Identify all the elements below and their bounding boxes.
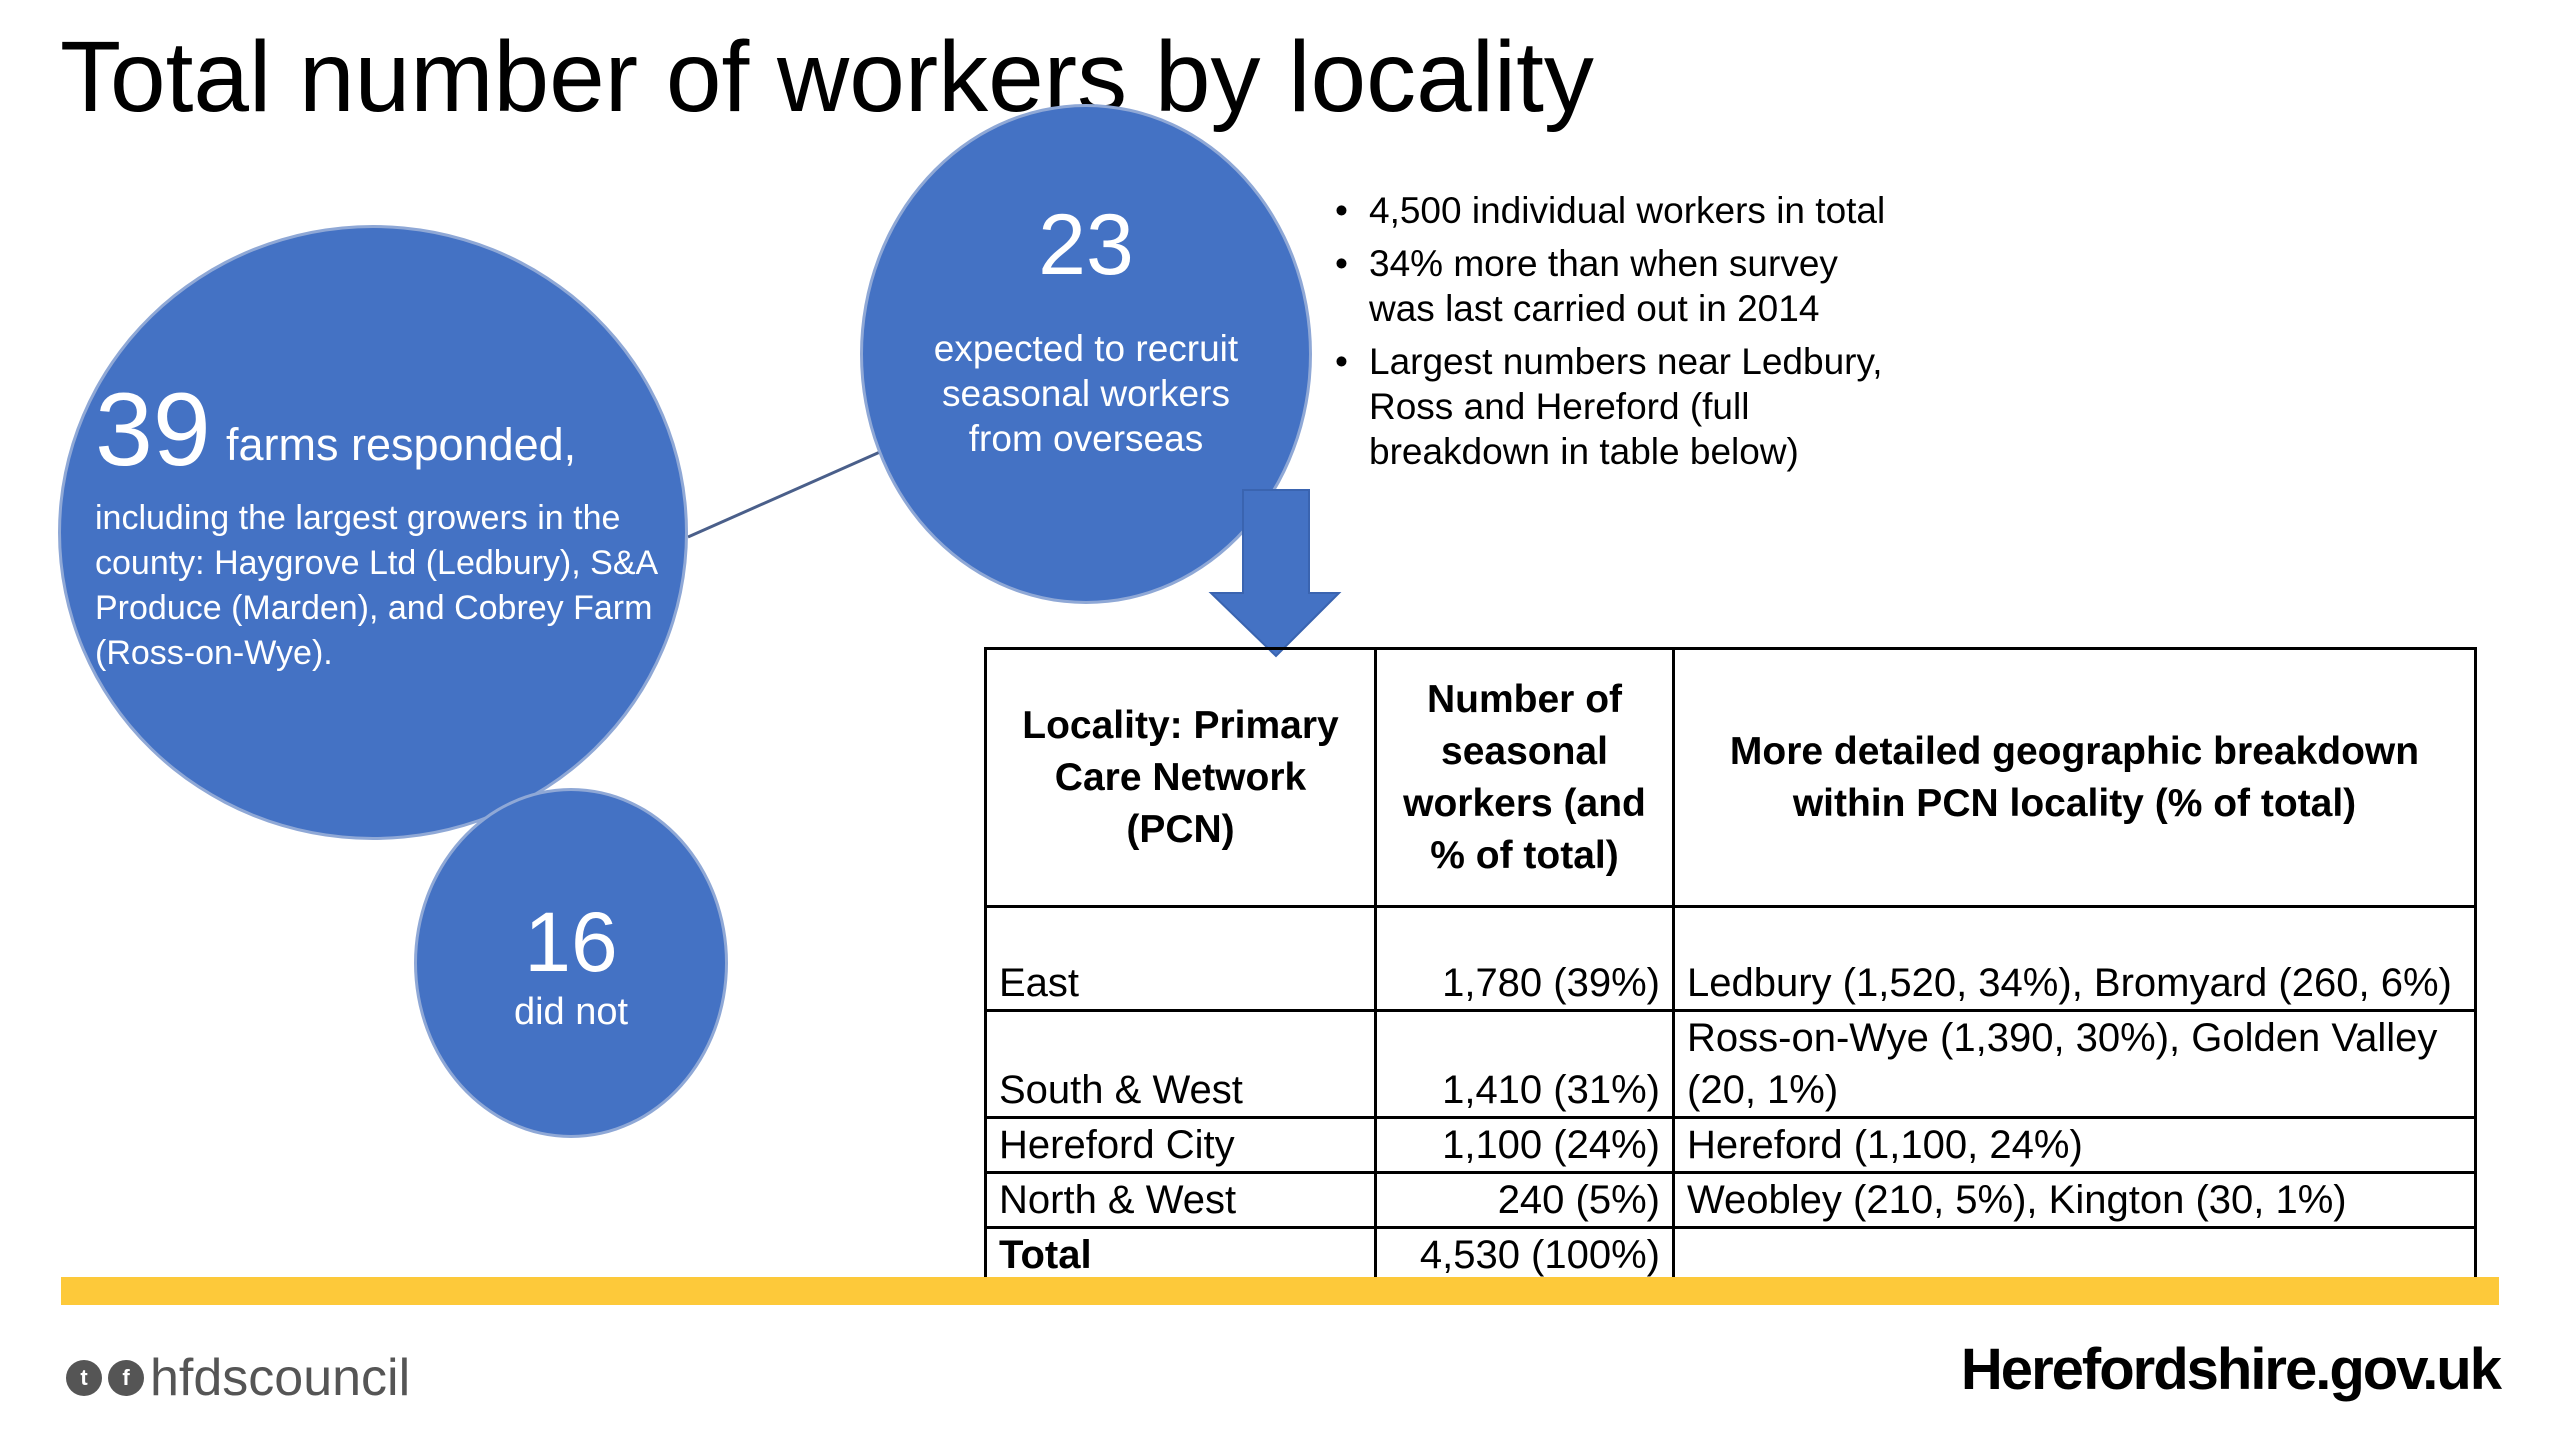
cell-locality: Hereford City [984, 1116, 1377, 1174]
header-locality: Locality: Primary Care Network (PCN) [984, 647, 1377, 908]
cell-breakdown: Hereford (1,100, 24%) [1672, 1116, 2477, 1174]
cell-locality: North & West [984, 1171, 1377, 1229]
down-arrow-icon [1208, 489, 1342, 658]
table-total-row: Total 4,530 (100%) [984, 1226, 2477, 1284]
table-row: East 1,780 (39%) Ledbury (1,520, 34%), B… [984, 905, 2477, 1012]
cell-breakdown: Weobley (210, 5%), Kington (30, 1%) [1672, 1171, 2477, 1229]
bullet-item: 34% more than when survey was last carri… [1335, 241, 1895, 331]
table-row: South & West 1,410 (31%) Ross-on-Wye (1,… [984, 1009, 2477, 1119]
twitter-icon[interactable]: t [66, 1360, 102, 1396]
farms-lead: farms responded, [226, 419, 577, 470]
header-workers: Number of seasonal workers (and % of tot… [1374, 647, 1675, 908]
website-logo[interactable]: Herefordshire.gov.uk [1960, 1337, 2502, 1402]
cell-locality: Total [984, 1226, 1377, 1284]
summary-bullets: 4,500 individual workers in total 34% mo… [1335, 188, 1895, 482]
social-handle[interactable]: t f hfdscouncil [66, 1348, 410, 1408]
overseas-body: expected to recruit seasonal workers fro… [933, 328, 1239, 459]
header-breakdown: More detailed geographic breakdown withi… [1672, 647, 2477, 908]
did-not-count: 16 [524, 895, 618, 989]
farms-count: 39 [95, 372, 211, 488]
facebook-icon[interactable]: f [108, 1360, 144, 1396]
cell-workers: 1,780 (39%) [1374, 905, 1675, 1012]
table-row: North & West 240 (5%) Weobley (210, 5%),… [984, 1171, 2477, 1229]
did-not-circle [414, 788, 728, 1138]
bullet-item: Largest numbers near Ledbury, Ross and H… [1335, 339, 1895, 474]
overseas-count: 23 [1038, 197, 1134, 293]
cell-breakdown: Ledbury (1,520, 34%), Bromyard (260, 6%) [1672, 905, 2477, 1012]
cell-locality: South & West [984, 1009, 1377, 1119]
cell-breakdown [1672, 1226, 2477, 1284]
table-header-row: Locality: Primary Care Network (PCN) Num… [984, 647, 2477, 908]
cell-workers: 240 (5%) [1374, 1171, 1675, 1229]
overseas-recruit-circle [860, 104, 1312, 604]
farms-responded-circle [58, 225, 688, 840]
workers-table: Locality: Primary Care Network (PCN) Num… [984, 647, 2477, 1284]
table-row: Hereford City 1,100 (24%) Hereford (1,10… [984, 1116, 2477, 1174]
cell-breakdown: Ross-on-Wye (1,390, 30%), Golden Valley … [1672, 1009, 2477, 1119]
cell-workers: 1,410 (31%) [1374, 1009, 1675, 1119]
page-title: Total number of workers by locality [60, 21, 1594, 133]
cell-workers: 1,100 (24%) [1374, 1116, 1675, 1174]
farms-body: including the largest growers in the cou… [95, 499, 657, 672]
did-not-body: did not [513, 991, 629, 1033]
bullet-item: 4,500 individual workers in total [1335, 188, 1895, 233]
social-handle-text: hfdscouncil [150, 1349, 411, 1407]
cell-locality: East [984, 905, 1377, 1012]
cell-workers: 4,530 (100%) [1374, 1226, 1675, 1284]
accent-bar [61, 1277, 2499, 1305]
